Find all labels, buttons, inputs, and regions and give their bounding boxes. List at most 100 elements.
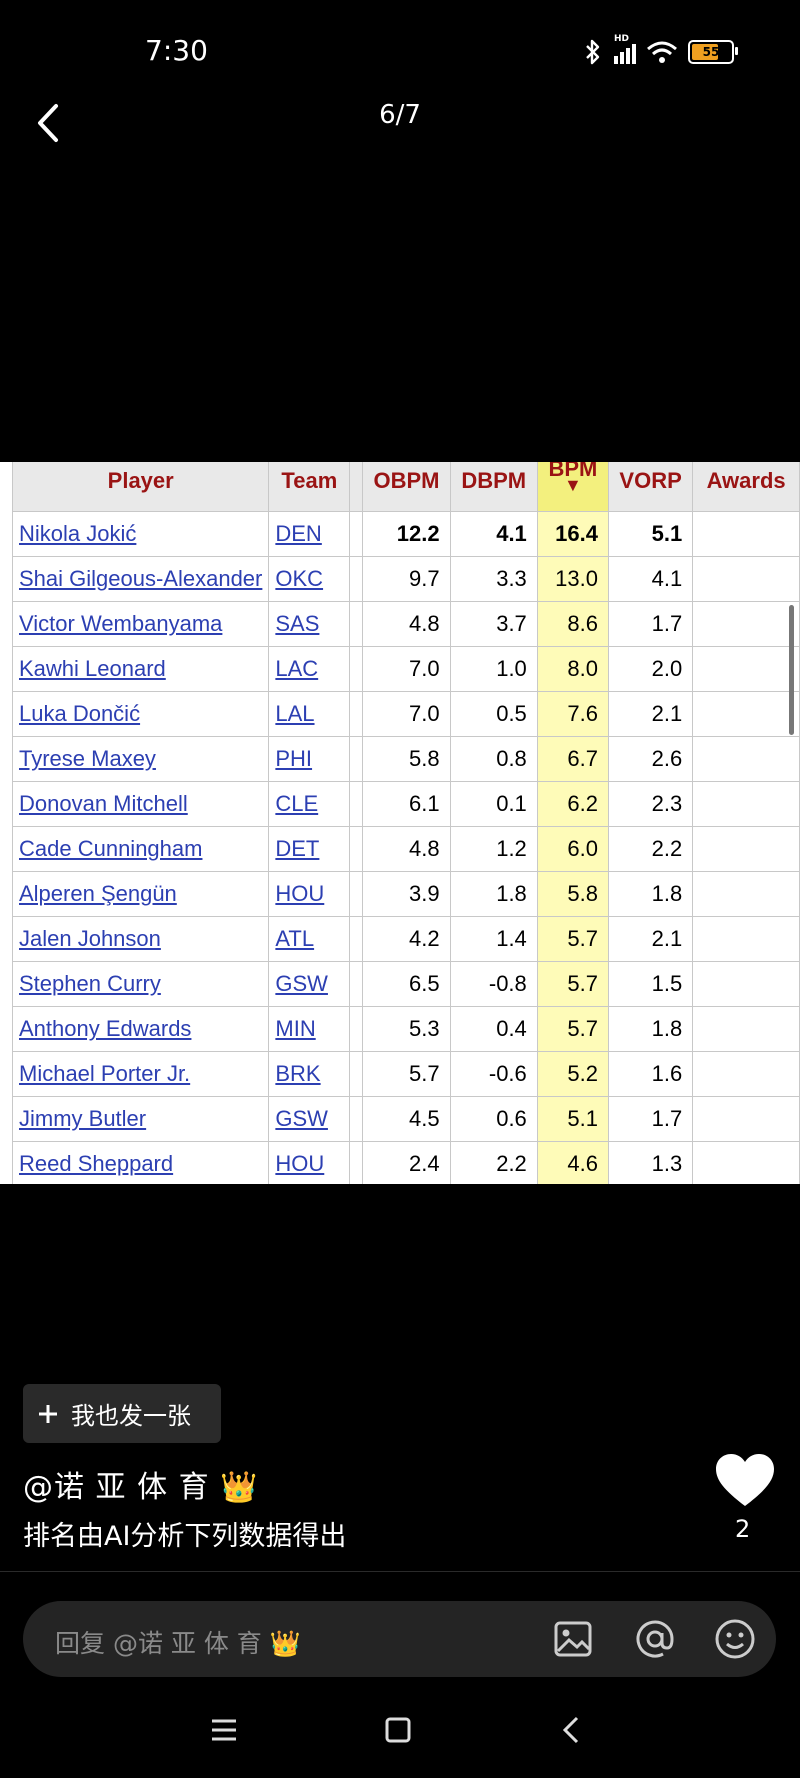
team-link[interactable]: DEN (275, 521, 322, 546)
nav-back-icon[interactable] (554, 1712, 590, 1748)
cell-awards (692, 916, 800, 962)
col-header-bpm[interactable]: BPM ▼ (536, 462, 609, 512)
cell-team: HOU (268, 871, 351, 917)
player-link[interactable]: Michael Porter Jr. (19, 1061, 191, 1086)
divider (0, 1571, 800, 1572)
team-link[interactable]: MIN (275, 1016, 316, 1041)
team-link[interactable]: BRK (275, 1061, 321, 1086)
col-header-player[interactable]: Player (11, 462, 270, 512)
player-link[interactable]: Cade Cunningham (19, 836, 203, 861)
cell-awards (692, 961, 800, 1007)
reply-placeholder: 回复 @诺 亚 体 育 👑 (55, 1629, 301, 1658)
status-icons: HD 55 (582, 34, 738, 66)
cell-bpm: 6.7 (536, 736, 609, 782)
cell-obpm: 2.4 (362, 1141, 451, 1184)
col-header-obpm[interactable]: OBPM (362, 462, 451, 512)
cell-team: OKC (268, 556, 351, 602)
table-row: Shai Gilgeous-Alexander OKC 9.7 3.3 13.0 4.1 (11, 556, 800, 602)
col-header-awards[interactable]: Awards (692, 462, 800, 512)
cell-obpm: 4.8 (362, 601, 451, 647)
team-link[interactable]: PHI (275, 746, 313, 771)
cell-cut (349, 1096, 364, 1142)
cell-dbpm: 2.2 (449, 1141, 538, 1184)
col-header-vorp[interactable]: VORP (607, 462, 694, 512)
emoji-icon[interactable] (713, 1617, 757, 1661)
cell-obpm: 4.8 (362, 826, 451, 872)
menu-icon[interactable] (206, 1712, 242, 1748)
cell-vorp: 1.3 (607, 1141, 694, 1184)
team-link[interactable]: OKC (275, 566, 324, 591)
cell-bpm: 8.6 (536, 601, 609, 647)
sort-desc-icon: ▼ (563, 475, 582, 495)
system-nav-bar (0, 1700, 800, 1760)
team-link[interactable]: SAS (275, 611, 320, 636)
cell-obpm: 5.7 (362, 1051, 451, 1097)
home-square-icon[interactable] (380, 1712, 416, 1748)
cell-dbpm: 3.7 (449, 601, 538, 647)
cell-bpm: 6.0 (536, 826, 609, 872)
like-button[interactable] (714, 1452, 776, 1508)
team-link[interactable]: DET (275, 836, 320, 861)
cell-cut (349, 1141, 364, 1184)
scrollbar-thumb[interactable] (789, 605, 794, 735)
cell-cut (349, 646, 364, 692)
author-name[interactable]: @诺 亚 体 育 👑 (23, 1470, 259, 1505)
cell-bpm: 6.2 (536, 781, 609, 827)
team-link[interactable]: CLE (275, 791, 319, 816)
cell-awards (692, 1051, 800, 1097)
team-link[interactable]: HOU (275, 881, 325, 906)
team-link[interactable]: LAC (275, 656, 319, 681)
cell-player: Nikola Jokić (11, 511, 270, 557)
cell-player: Luka Dončić (11, 691, 270, 737)
col-header-dbpm[interactable]: DBPM (449, 462, 538, 512)
cell-cut (349, 826, 364, 872)
table-row: Kawhi Leonard LAC 7.0 1.0 8.0 2.0 (11, 646, 800, 692)
cell-team: ATL (268, 916, 351, 962)
cell-awards (692, 601, 800, 647)
player-link[interactable]: Victor Wembanyama (19, 611, 223, 636)
reply-input[interactable]: 回复 @诺 亚 体 育 👑 (23, 1601, 776, 1677)
player-link[interactable]: Jalen Johnson (19, 926, 161, 951)
cell-vorp: 2.6 (607, 736, 694, 782)
player-link[interactable]: Jimmy Butler (19, 1106, 147, 1131)
player-link[interactable]: Anthony Edwards (19, 1016, 192, 1041)
player-link[interactable]: Luka Dončić (19, 701, 141, 726)
player-link[interactable]: Kawhi Leonard (19, 656, 166, 681)
player-link[interactable]: Alperen Şengün (19, 881, 177, 906)
player-link[interactable]: Shai Gilgeous-Alexander (19, 566, 263, 591)
player-link[interactable]: Reed Sheppard (19, 1151, 174, 1176)
stats-table-image[interactable]: Player Team OBPM DBPM BPM ▼ VORP Awards … (0, 462, 800, 1184)
cell-obpm: 6.5 (362, 961, 451, 1007)
team-link[interactable]: LAL (275, 701, 315, 726)
table-row: Luka Dončić LAL 7.0 0.5 7.6 2.1 (11, 691, 800, 737)
back-button[interactable] (28, 98, 72, 148)
cell-cut (349, 691, 364, 737)
team-link[interactable]: ATL (275, 926, 315, 951)
cell-obpm: 7.0 (362, 646, 451, 692)
cell-team: HOU (268, 1141, 351, 1184)
cell-dbpm: 4.1 (449, 511, 538, 557)
cell-awards (692, 736, 800, 782)
cell-vorp: 4.1 (607, 556, 694, 602)
team-link[interactable]: GSW (275, 1106, 328, 1131)
cell-cut (349, 556, 364, 602)
cell-awards (692, 646, 800, 692)
player-link[interactable]: Nikola Jokić (19, 521, 137, 546)
cell-bpm: 5.7 (536, 916, 609, 962)
team-link[interactable]: GSW (275, 971, 328, 996)
player-link[interactable]: Donovan Mitchell (19, 791, 188, 816)
player-link[interactable]: Stephen Curry (19, 971, 161, 996)
col-header-bpm-label: BPM (548, 462, 598, 476)
table-row: Alperen Şengün HOU 3.9 1.8 5.8 1.8 (11, 871, 800, 917)
team-link[interactable]: HOU (275, 1151, 325, 1176)
cell-player: Michael Porter Jr. (11, 1051, 270, 1097)
cell-player: Tyrese Maxey (11, 736, 270, 782)
wifi-icon (647, 41, 677, 63)
col-header-team[interactable]: Team (268, 462, 351, 512)
image-icon[interactable] (551, 1617, 595, 1661)
post-one-too-button[interactable]: 我也发一张 (23, 1384, 221, 1443)
at-icon[interactable] (633, 1617, 677, 1661)
player-link[interactable]: Tyrese Maxey (19, 746, 156, 771)
cell-cut (349, 871, 364, 917)
cell-cut (349, 916, 364, 962)
